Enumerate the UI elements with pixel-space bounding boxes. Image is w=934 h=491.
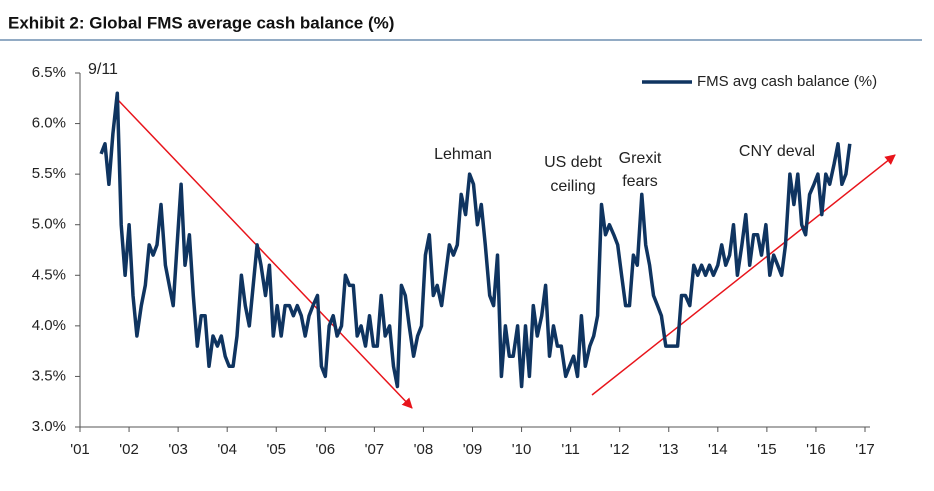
x-tick-label: '13 [659,441,679,458]
x-tick-label: '15 [757,441,777,458]
annotation: Grexit [619,150,662,167]
trend-arrow [117,99,413,409]
x-tick-label: '10 [512,441,532,458]
x-tick-label: '11 [561,441,579,458]
y-tick-label: 5.5% [32,165,66,182]
y-tick-label: 4.5% [32,266,66,283]
y-tick-label: 3.5% [32,367,66,384]
y-tick-label: 5.0% [32,216,66,233]
x-tick-label: '09 [463,441,483,458]
trend-arrow [591,154,896,396]
chart-title: Exhibit 2: Global FMS average cash balan… [8,13,394,32]
annotation: CNY deval [739,143,815,160]
x-tick-label: '06 [316,441,336,458]
x-tick-label: '12 [610,441,630,458]
x-tick-label: '03 [168,441,188,458]
x-tick-label: '17 [855,441,875,458]
y-tick-label: 6.0% [32,115,66,132]
x-tick-label: '08 [414,441,434,458]
y-tick-label: 3.0% [32,418,66,435]
x-tick-label: '14 [708,441,728,458]
x-tick-label: '16 [806,441,826,458]
legend-label: FMS avg cash balance (%) [697,73,877,90]
y-tick-label: 4.0% [32,317,66,334]
y-tick-label: 6.5% [32,64,66,81]
annotation: US debt [544,154,602,171]
annotation: 9/11 [88,61,118,78]
x-tick-label: '07 [365,441,385,458]
x-tick-label: '02 [119,441,139,458]
annotation: Lehman [434,146,492,163]
data-line [99,91,852,389]
annotation: ceiling [550,178,595,195]
x-tick-label: '04 [217,441,237,458]
annotation: fears [622,173,658,190]
x-tick-label: '05 [266,441,286,458]
x-tick-label: '01 [70,441,90,458]
